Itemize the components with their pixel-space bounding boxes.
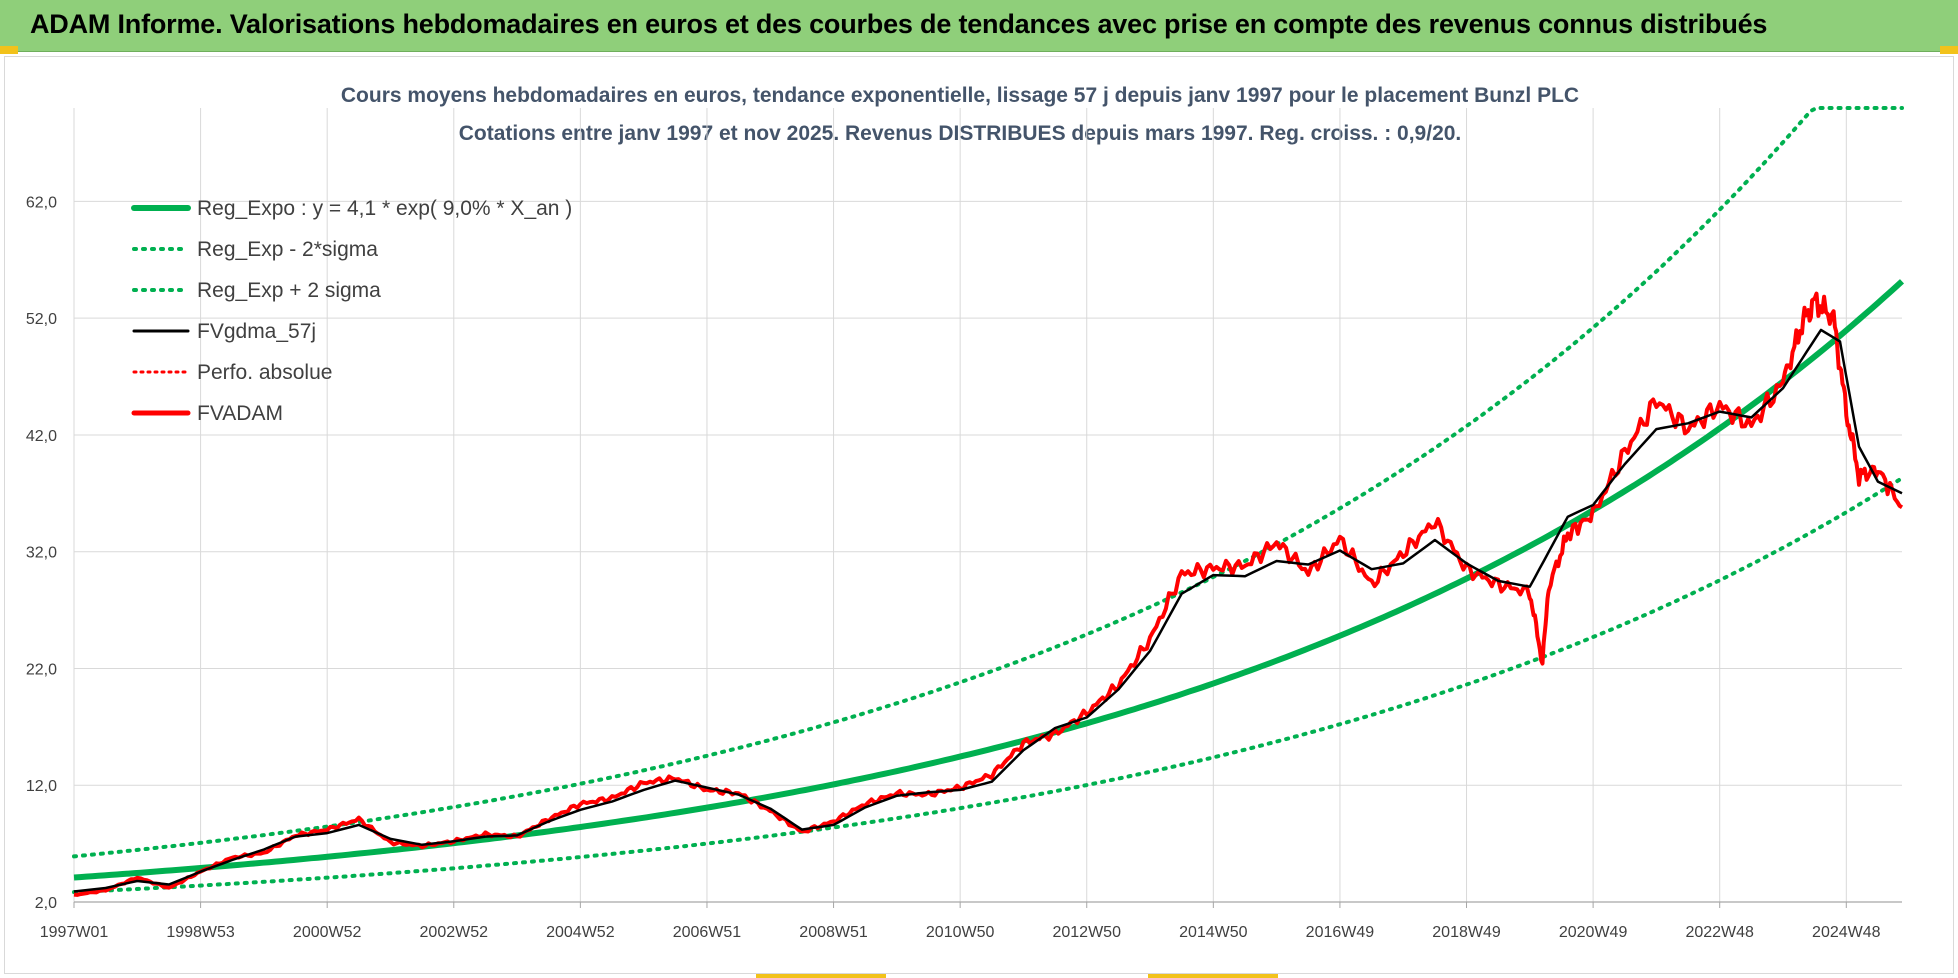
legend-fvgdma-label: FVgdma_57j [197,320,316,343]
series-fvgdma-57j [73,328,1903,893]
page-title: ADAM Informe. Valorisations hebdomadaire… [30,9,1768,39]
series-layer [72,106,1905,897]
legend-reg-exp-plus-label: Reg_Exp + 2 sigma [197,279,381,302]
header-banner: ADAM Informe. Valorisations hebdomadaire… [0,0,1958,54]
x-tick-label: 2022W48 [1685,924,1754,941]
y-tick-label: 52,0 [26,311,57,328]
x-tick-label: 2016W49 [1306,924,1375,941]
x-tick-label: 1998W53 [166,924,235,941]
chart-frame [4,56,1954,974]
legend-reg-exp-minus-label: Reg_Exp - 2*sigma [197,238,378,261]
bottom-mark [1148,974,1278,978]
chart-title: Cours moyens hebdomadaires en euros, ten… [341,84,1579,107]
x-tick-label: 2018W49 [1432,924,1501,941]
x-tick-label: 2012W50 [1052,924,1121,941]
x-tick-label: 2006W51 [673,924,742,941]
series-reg-exp-plus-2sigma [72,106,1904,859]
x-tick-label: 1997W01 [40,924,109,941]
legend-reg-expo-label: Reg_Expo : y = 4,1 * exp( 9,0% * X_an ) [197,197,572,220]
y-tick-label: 42,0 [26,428,57,445]
banner-corner-right [1940,46,1958,54]
legend-perfo-absolue-label: Perfo. absolue [197,361,332,384]
y-tick-label: 62,0 [26,194,57,211]
y-tick-label: 32,0 [26,545,57,562]
x-tick-label: 2024W48 [1812,924,1881,941]
legend: Reg_Expo : y = 4,1 * exp( 9,0% * X_an ) R… [131,197,572,425]
bottom-mark [756,974,886,978]
y-tick-label: 12,0 [26,778,57,795]
x-tick-label: 2000W52 [293,924,362,941]
x-tick-label: 2002W52 [420,924,489,941]
axes: 2,0 12,0 22,0 32,0 42,0 52,0 62,0 1997W01 1998W5… [26,194,1902,941]
banner-corner-left [0,46,18,54]
x-tick-label: 2004W52 [546,924,615,941]
y-tick-label: 22,0 [26,661,57,678]
x-tick-label: 2020W49 [1559,924,1628,941]
y-tick-label: 2,0 [35,895,57,912]
x-tick-label: 2008W51 [799,924,868,941]
x-tick-label: 2014W50 [1179,924,1248,941]
series-reg-exp-minus-2sigma [72,476,1904,895]
legend-fvadam-label: FVADAM [197,402,283,425]
series-reg-expo [73,279,1905,881]
x-tick-label: 2010W50 [926,924,995,941]
